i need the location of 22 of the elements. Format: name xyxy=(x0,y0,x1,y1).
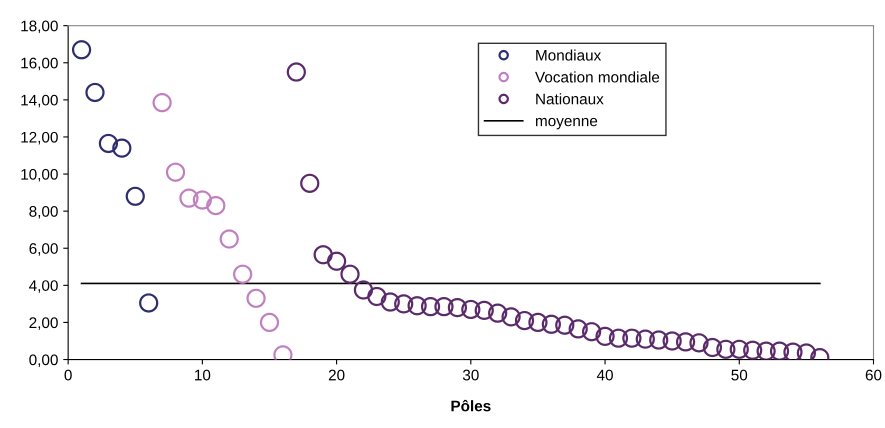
x-tick-label: 0 xyxy=(64,370,72,380)
x-tick-label: 10 xyxy=(195,370,210,380)
x-tick-label: 30 xyxy=(462,370,479,380)
y-tick-label: 6,00 xyxy=(29,243,58,256)
legend-label: Vocation mondiale xyxy=(535,71,660,83)
x-tick-label: 50 xyxy=(731,370,748,380)
y-tick-label: 8,00 xyxy=(29,206,58,219)
y-tick-label: 18,00 xyxy=(21,20,58,34)
x-tick-label: 40 xyxy=(596,370,613,380)
x-tick-label: 20 xyxy=(328,370,344,380)
legend-label: Nationaux xyxy=(536,93,604,104)
y-tick-label: 16,00 xyxy=(21,58,58,70)
y-tick-label: 2,00 xyxy=(29,317,58,330)
x-tick-label: 60 xyxy=(866,370,882,380)
y-tick-label: 12,00 xyxy=(21,132,58,144)
y-tick-label: 4,00 xyxy=(29,280,58,293)
y-tick-label: 10,00 xyxy=(21,168,58,182)
legend-label: Mondiaux xyxy=(536,49,602,61)
legend-label: moyenne xyxy=(536,118,598,130)
y-tick-label: 14,00 xyxy=(21,94,58,108)
y-tick-label: 0,00 xyxy=(29,354,58,368)
x-axis-title: Pôles xyxy=(451,400,491,412)
